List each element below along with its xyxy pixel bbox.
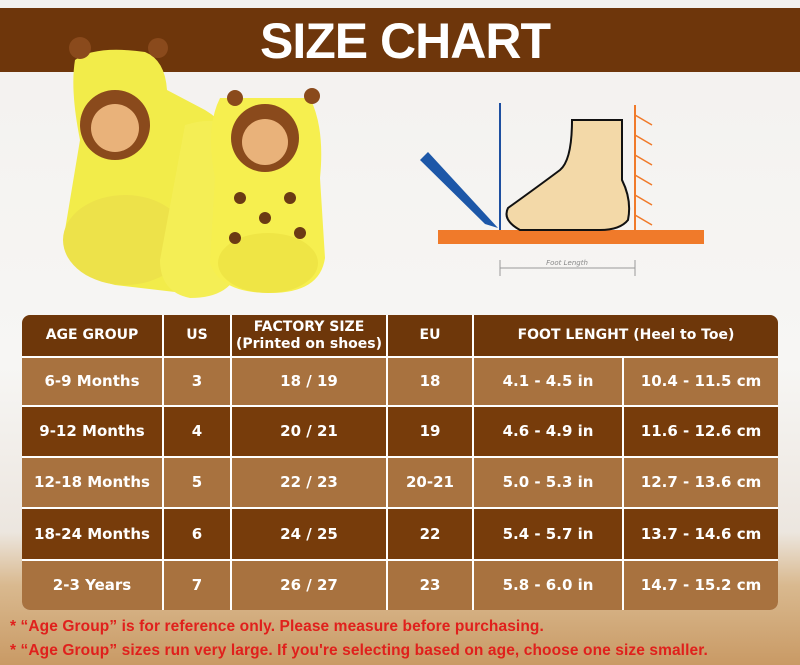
cell-eu: 22 — [388, 509, 472, 559]
foot-length-label: Foot Length — [546, 259, 588, 267]
cell-foot-length-in: 4.6 - 4.9 in — [474, 407, 622, 456]
cell-age-group: 18-24 Months — [22, 509, 162, 559]
header-eu: EU — [388, 315, 472, 356]
header-factory-size: FACTORY SIZE (Printed on shoes) — [232, 315, 386, 356]
cell-foot-length-in: 5.4 - 5.7 in — [474, 509, 622, 559]
cell-factory-size: 22 / 23 — [232, 458, 386, 507]
header-foot-length: FOOT LENGHT (Heel to Toe) — [474, 315, 778, 356]
cell-us: 6 — [164, 509, 230, 559]
header-factory-size-label: FACTORY SIZE — [253, 318, 365, 335]
cell-factory-size: 18 / 19 — [232, 358, 386, 405]
cell-foot-length-in: 5.8 - 6.0 in — [474, 561, 622, 610]
note-reference: * “Age Group” is for reference only. Ple… — [10, 618, 544, 635]
cell-foot-length-cm: 11.6 - 12.6 cm — [624, 407, 778, 456]
cell-us: 7 — [164, 561, 230, 610]
note-sizes-large: * “Age Group” sizes run very large. If y… — [10, 642, 708, 659]
cell-foot-length-cm: 12.7 - 13.6 cm — [624, 458, 778, 507]
size-table: AGE GROUP US FACTORY SIZE (Printed on sho… — [22, 315, 778, 610]
cell-foot-length-in: 5.0 - 5.3 in — [474, 458, 622, 507]
header-age-group: AGE GROUP — [22, 315, 162, 356]
product-sock-right-image — [210, 88, 325, 293]
cell-age-group: 12-18 Months — [22, 458, 162, 507]
cell-us: 4 — [164, 407, 230, 456]
cell-factory-size: 24 / 25 — [232, 509, 386, 559]
page-title: SIZE CHART — [260, 13, 551, 69]
cell-us: 5 — [164, 458, 230, 507]
cell-factory-size: 20 / 21 — [232, 407, 386, 456]
cell-eu: 20-21 — [388, 458, 472, 507]
cell-us: 3 — [164, 358, 230, 405]
cell-eu: 19 — [388, 407, 472, 456]
header-factory-size-sub: (Printed on shoes) — [235, 335, 382, 352]
cell-age-group: 9-12 Months — [22, 407, 162, 456]
cell-eu: 23 — [388, 561, 472, 610]
cell-foot-length-cm: 14.7 - 15.2 cm — [624, 561, 778, 610]
cell-age-group: 6-9 Months — [22, 358, 162, 405]
cell-foot-length-in: 4.1 - 4.5 in — [474, 358, 622, 405]
cell-foot-length-cm: 13.7 - 14.6 cm — [624, 509, 778, 559]
foot-measure-diagram: Foot Length — [420, 103, 704, 276]
cell-foot-length-cm: 10.4 - 11.5 cm — [624, 358, 778, 405]
cell-age-group: 2-3 Years — [22, 561, 162, 610]
cell-eu: 18 — [388, 358, 472, 405]
header-us: US — [164, 315, 230, 356]
cell-factory-size: 26 / 27 — [232, 561, 386, 610]
